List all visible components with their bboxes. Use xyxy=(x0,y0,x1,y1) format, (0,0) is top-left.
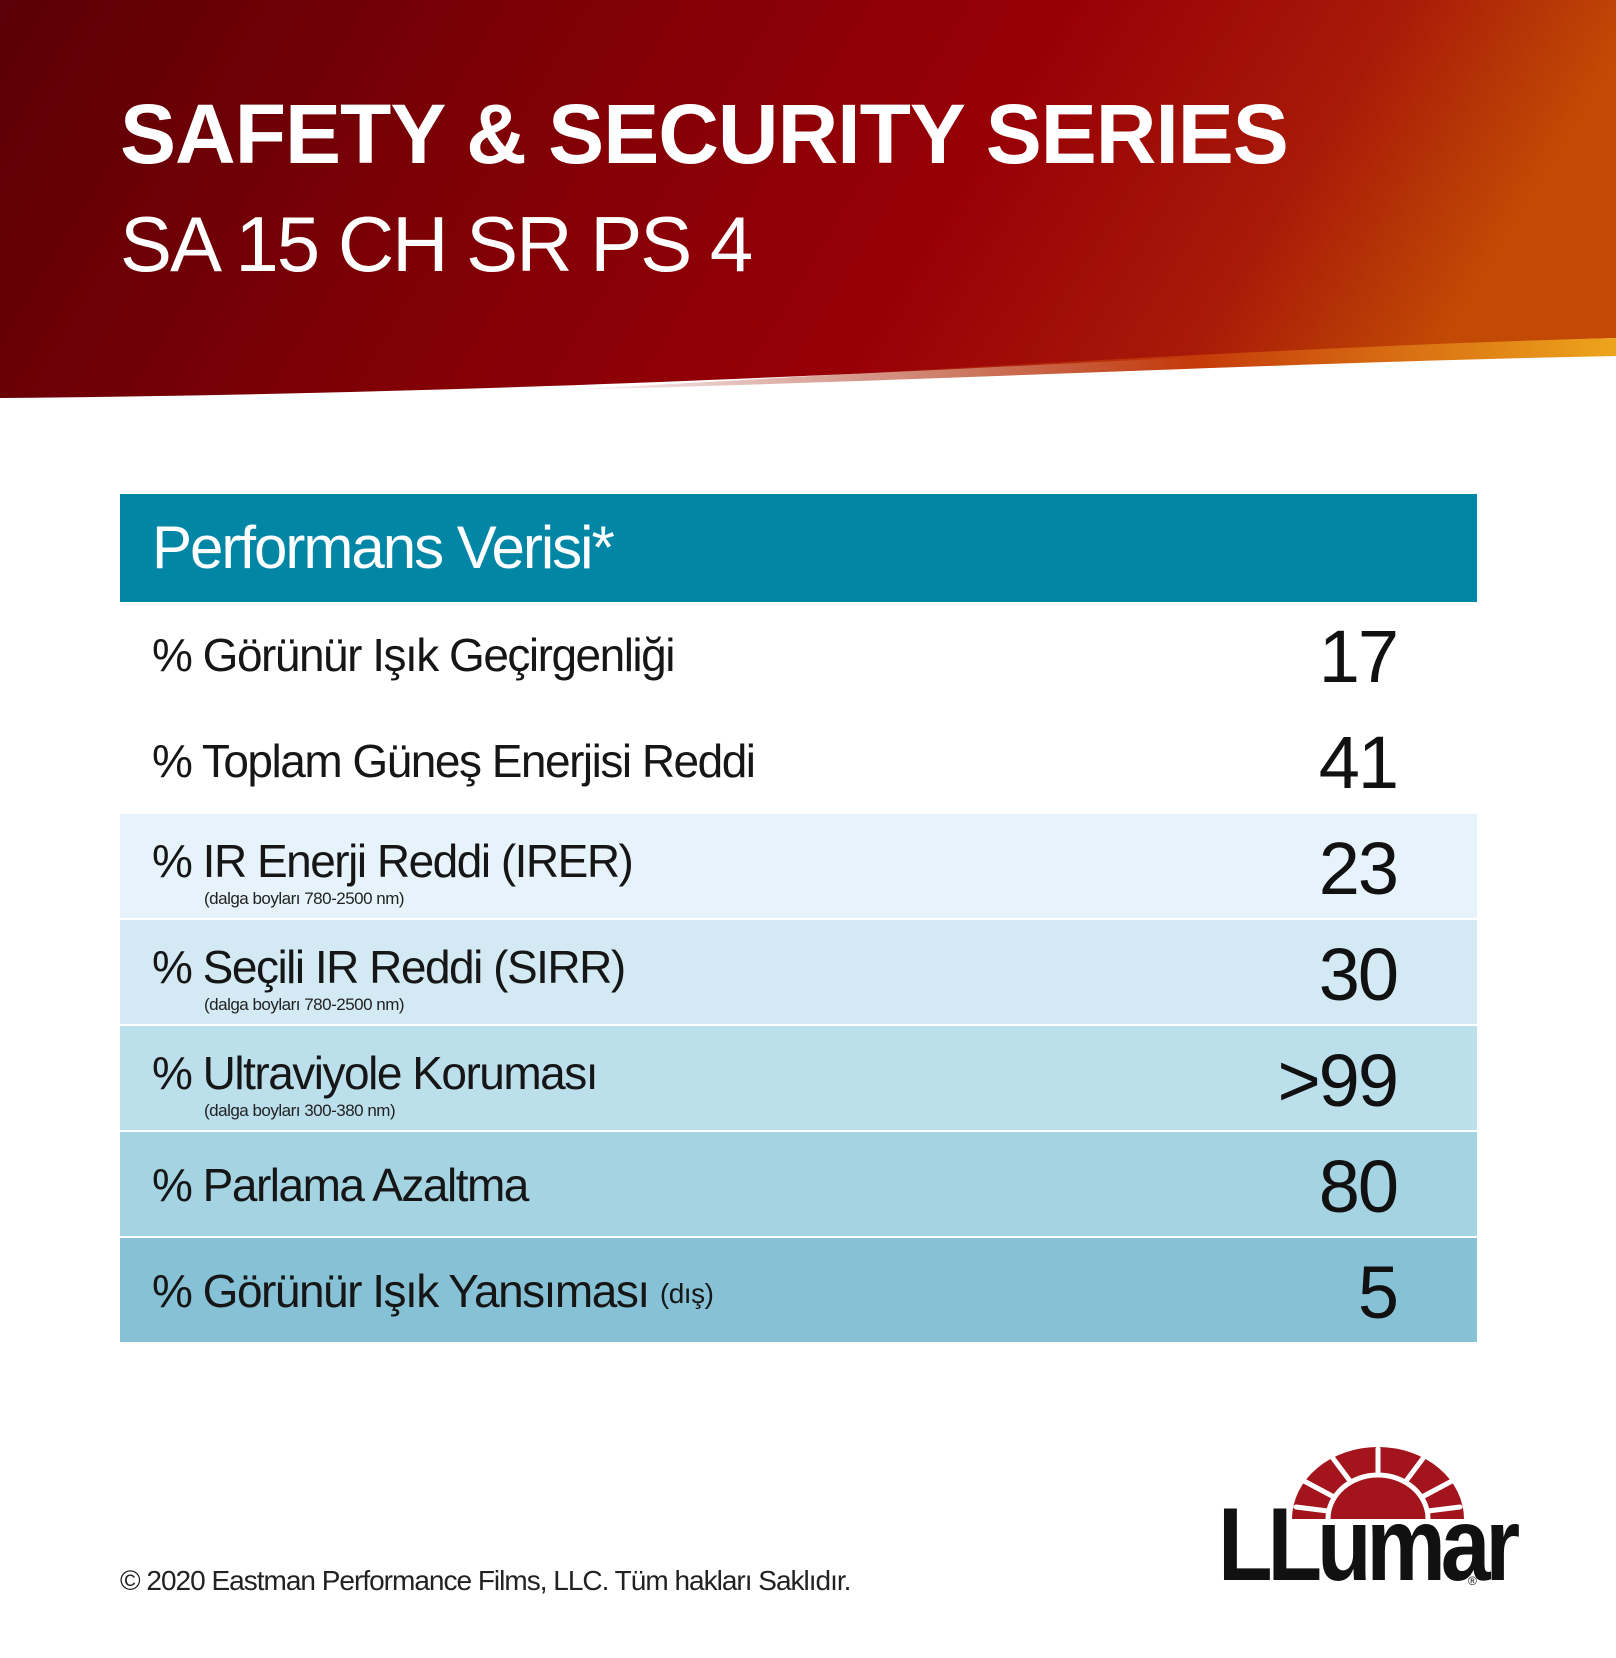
row-value: 17 xyxy=(1318,615,1399,698)
row-value: 41 xyxy=(1318,721,1399,804)
table-row: % Toplam Güneş Enerjisi Reddi 41 xyxy=(120,708,1477,814)
row-value: >99 xyxy=(1277,1039,1399,1122)
llumar-logo: LLumar ® xyxy=(1218,1445,1520,1597)
copyright-notice: © 2020 Eastman Performance Films, LLC. T… xyxy=(120,1565,851,1596)
table-row: % Görünür Işık Geçirgenliği 17 xyxy=(120,602,1477,708)
page-title: SAFETY & SECURITY SERIES xyxy=(120,87,1289,181)
header-banner: SAFETY & SECURITY SERIES SA 15 CH SR PS … xyxy=(0,0,1616,420)
table-heading: Performans Verisi* xyxy=(152,514,615,581)
row-label: % IR Enerji Reddi (IRER) xyxy=(152,835,634,887)
table-row: % IR Enerji Reddi (IRER) (dalga boyları … xyxy=(120,814,1477,920)
row-note: (dalga boyları 780-2500 nm) xyxy=(204,995,405,1014)
row-label: % Seçili IR Reddi (SIRR) xyxy=(152,941,626,993)
registered-mark: ® xyxy=(1468,1574,1477,1588)
logo-wordmark: LLumar xyxy=(1218,1487,1520,1603)
row-label: % Ultraviyole Koruması xyxy=(152,1047,599,1099)
row-label: % Görünür Işık Geçirgenliği xyxy=(152,629,675,681)
table-header: Performans Verisi* xyxy=(120,494,1477,602)
row-label-suffix: (dış) xyxy=(659,1278,714,1309)
performance-table: Performans Verisi* % Görünür Işık Geçirg… xyxy=(120,494,1477,1344)
table-row: % Seçili IR Reddi (SIRR) (dalga boyları … xyxy=(120,920,1477,1026)
banner-background xyxy=(0,0,1616,398)
row-note: (dalga boyları 780-2500 nm) xyxy=(204,889,405,908)
row-note: (dalga boyları 300-380 nm) xyxy=(204,1101,396,1120)
table-row: % Ultraviyole Koruması (dalga boyları 30… xyxy=(120,1026,1477,1132)
logo-dome-icon xyxy=(1292,1446,1464,1521)
row-label: % Görünür Işık Yansıması xyxy=(152,1265,650,1317)
row-value: 23 xyxy=(1318,827,1399,910)
row-value: 30 xyxy=(1318,933,1399,1016)
product-code: SA 15 CH SR PS 4 xyxy=(120,200,753,288)
table-row: % Görünür Işık Yansıması (dış) 5 xyxy=(120,1238,1477,1344)
row-value: 80 xyxy=(1318,1145,1399,1228)
table-row: % Parlama Azaltma 80 xyxy=(120,1132,1477,1238)
row-label: % Toplam Güneş Enerjisi Reddi xyxy=(152,735,756,787)
row-value: 5 xyxy=(1357,1251,1399,1334)
row-label: % Parlama Azaltma xyxy=(152,1159,529,1211)
row-label-group: % Görünür Işık Yansıması (dış) xyxy=(152,1265,714,1317)
